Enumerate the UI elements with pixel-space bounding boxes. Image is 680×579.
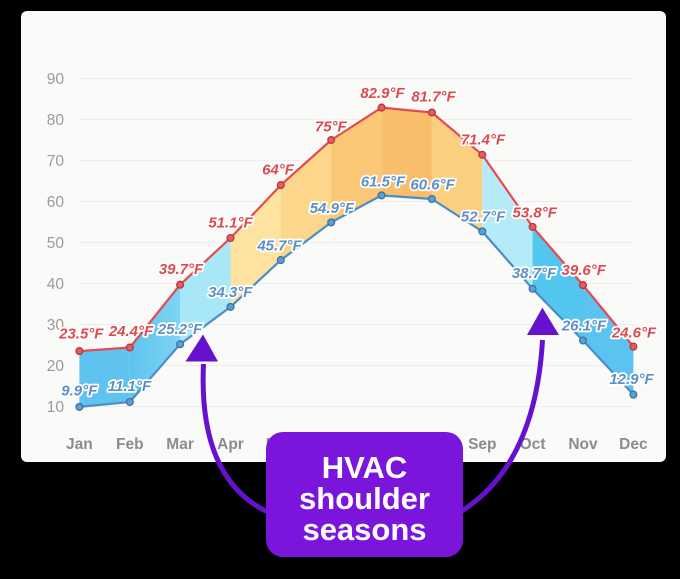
- svg-text:20: 20: [47, 358, 65, 375]
- svg-text:30: 30: [47, 317, 65, 334]
- svg-text:Dec: Dec: [619, 436, 648, 453]
- svg-text:71.4°F: 71.4°F: [461, 132, 506, 149]
- svg-text:75°F: 75°F: [315, 118, 348, 135]
- svg-text:54.9°F: 54.9°F: [310, 200, 355, 217]
- svg-text:40: 40: [47, 276, 65, 293]
- svg-text:81.7°F: 81.7°F: [411, 89, 456, 106]
- svg-text:Sep: Sep: [468, 436, 496, 453]
- svg-text:25.2°F: 25.2°F: [157, 321, 203, 338]
- svg-text:34.3°F: 34.3°F: [208, 284, 253, 301]
- svg-text:10: 10: [47, 399, 65, 416]
- svg-text:38.7°F: 38.7°F: [512, 265, 557, 282]
- svg-text:Mar: Mar: [166, 436, 194, 453]
- svg-text:39.7°F: 39.7°F: [159, 261, 204, 278]
- svg-text:64°F: 64°F: [262, 162, 295, 179]
- svg-text:Nov: Nov: [568, 436, 598, 453]
- svg-text:11.1°F: 11.1°F: [108, 378, 152, 395]
- svg-text:Feb: Feb: [116, 436, 144, 453]
- svg-text:52.7°F: 52.7°F: [461, 208, 506, 225]
- svg-text:61.5°F: 61.5°F: [361, 173, 406, 190]
- svg-text:Oct: Oct: [520, 436, 546, 453]
- svg-text:53.8°F: 53.8°F: [513, 205, 558, 222]
- svg-text:12.9°F: 12.9°F: [609, 371, 654, 388]
- svg-text:50: 50: [47, 235, 65, 252]
- svg-text:Apr: Apr: [217, 436, 244, 453]
- svg-text:39.6°F: 39.6°F: [562, 262, 607, 279]
- svg-text:60.6°F: 60.6°F: [410, 177, 455, 194]
- svg-text:60: 60: [47, 194, 65, 211]
- svg-text:80: 80: [47, 112, 65, 129]
- svg-text:Jan: Jan: [66, 436, 93, 453]
- svg-text:24.4°F: 24.4°F: [108, 323, 154, 340]
- svg-text:82.9°F: 82.9°F: [360, 85, 405, 102]
- svg-text:90: 90: [47, 71, 65, 88]
- svg-text:51.1°F: 51.1°F: [208, 215, 253, 232]
- svg-text:26.1°F: 26.1°F: [561, 317, 607, 334]
- svg-text:45.7°F: 45.7°F: [256, 238, 302, 255]
- svg-text:9.9°F: 9.9°F: [61, 383, 98, 400]
- svg-text:23.5°F: 23.5°F: [58, 325, 104, 342]
- svg-text:70: 70: [47, 153, 65, 170]
- svg-text:24.6°F: 24.6°F: [611, 325, 657, 342]
